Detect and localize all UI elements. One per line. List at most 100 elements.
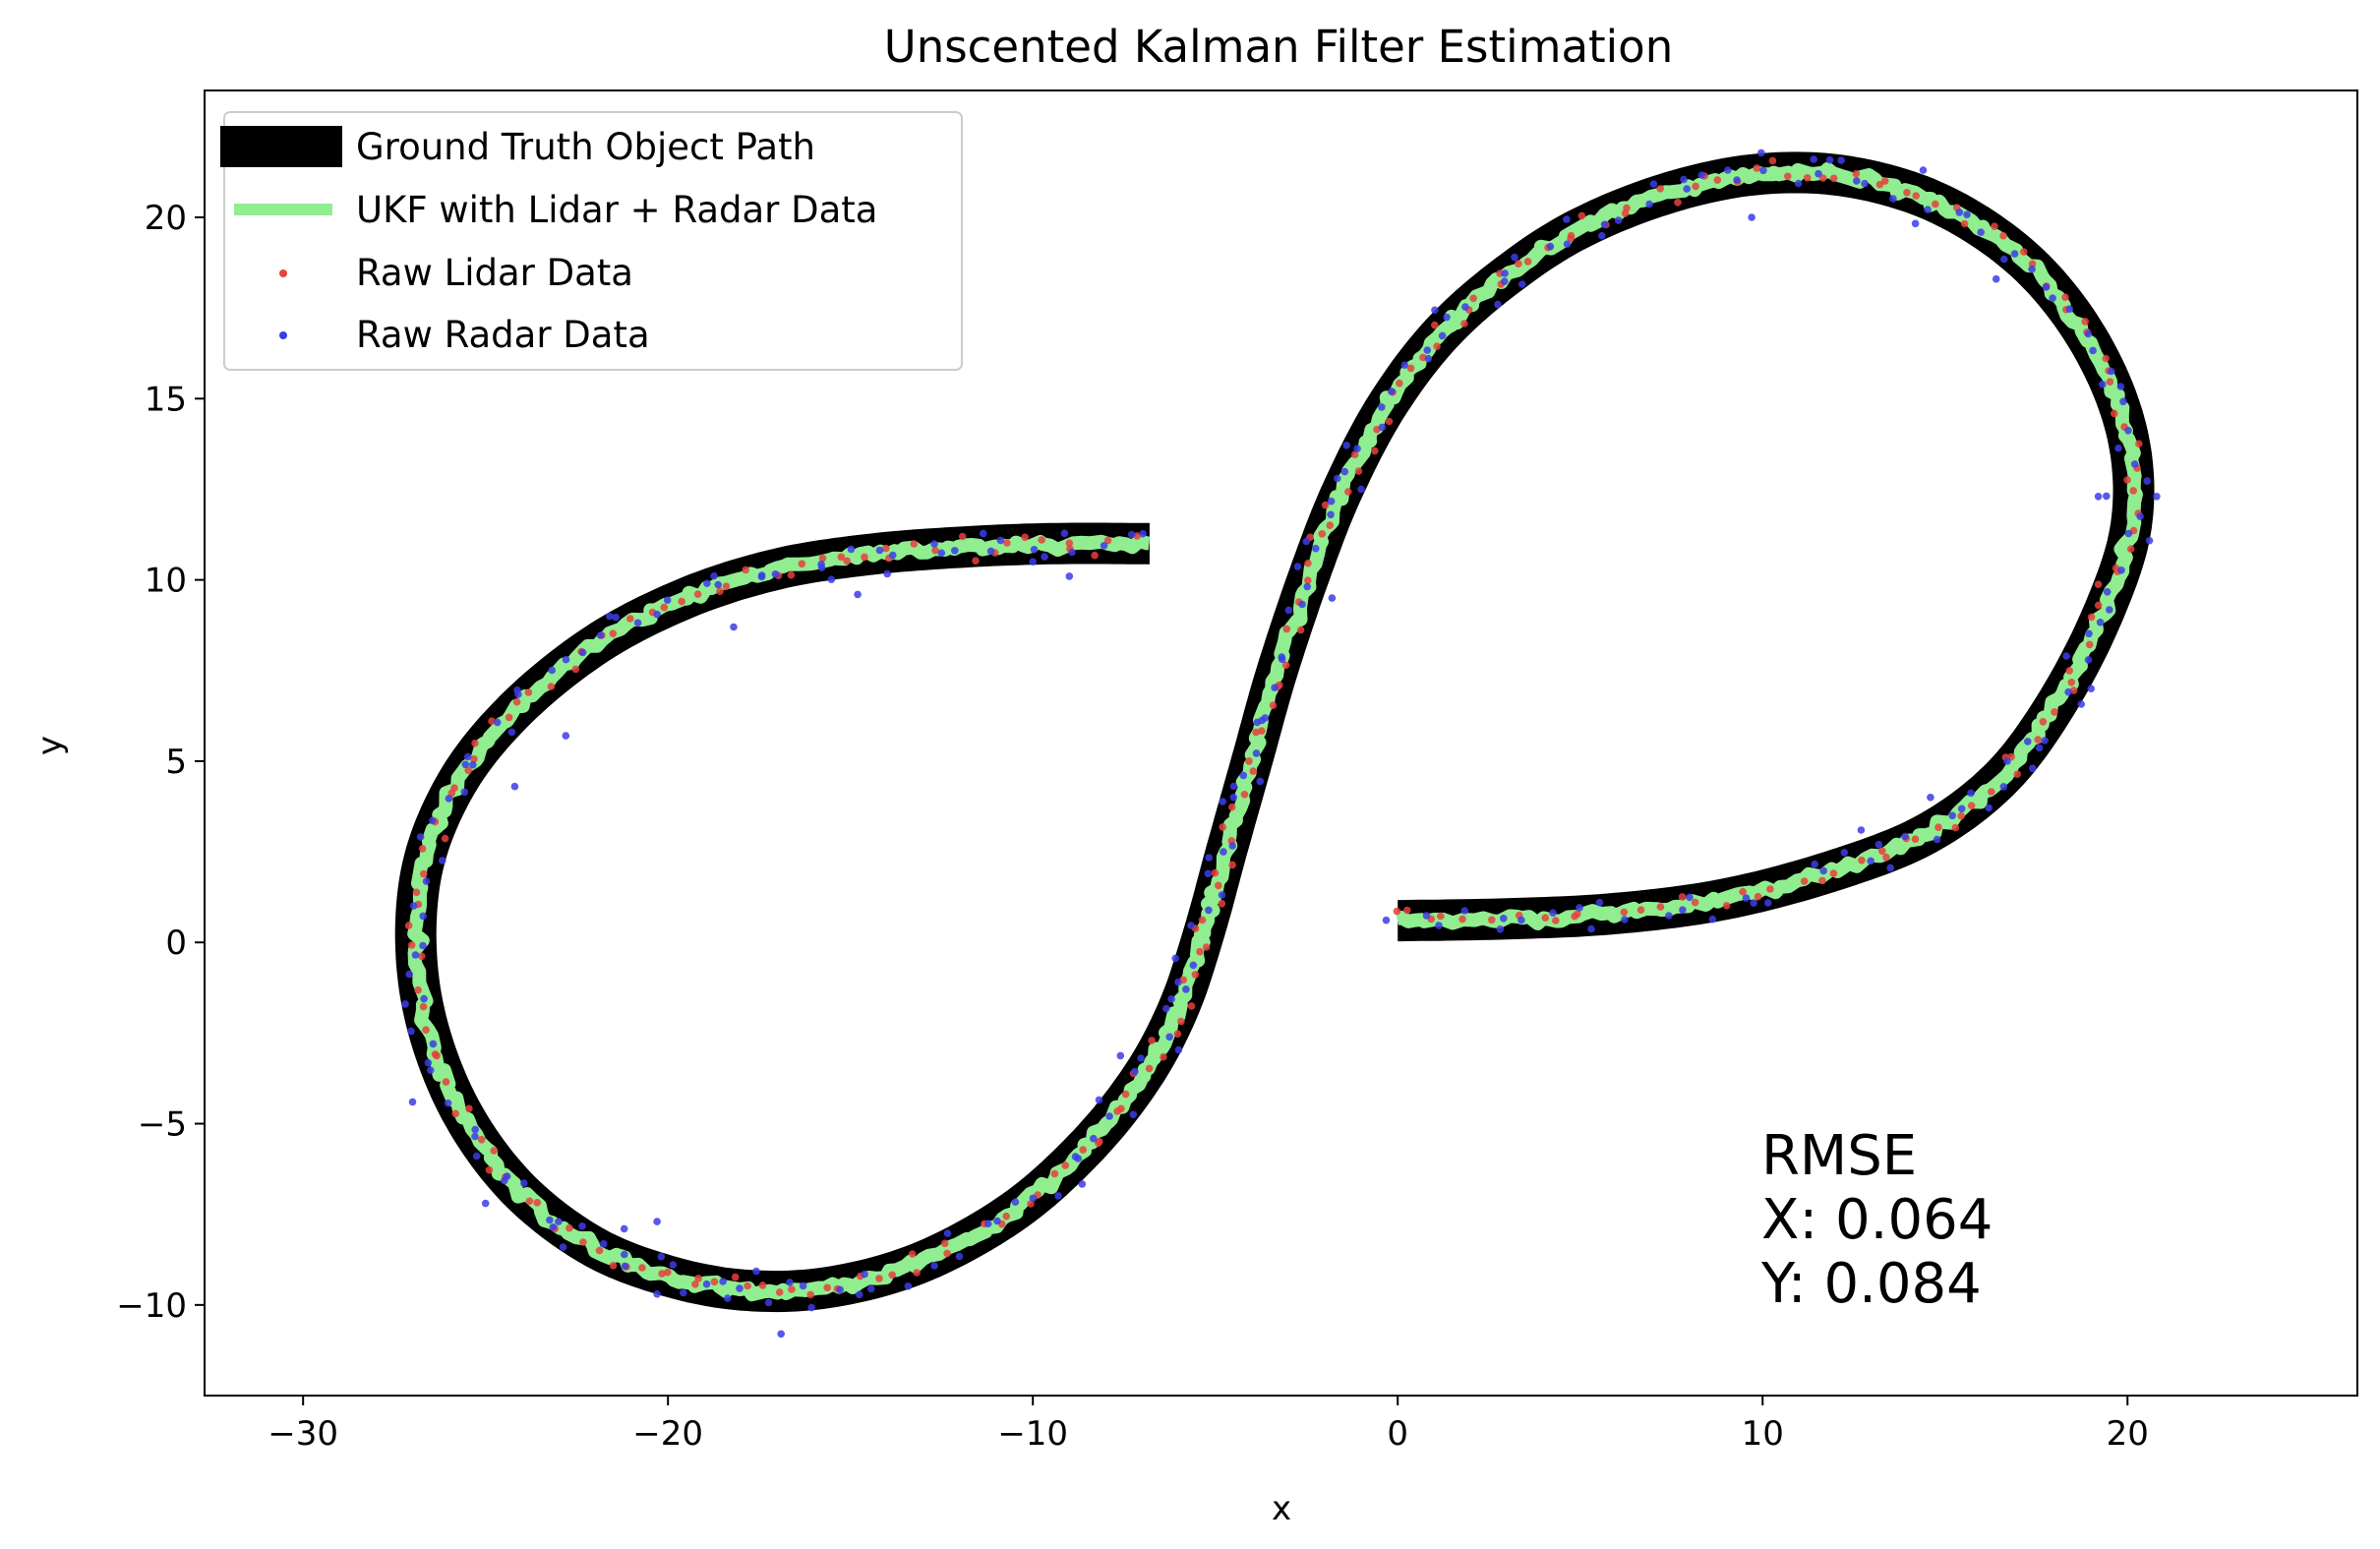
radar-point <box>1985 804 1993 812</box>
radar-point <box>724 1294 732 1302</box>
radar-point <box>937 549 946 558</box>
radar-point <box>1229 782 1238 791</box>
lidar-point <box>1191 971 1200 979</box>
radar-point <box>548 666 556 675</box>
radar-point <box>993 1217 1001 1225</box>
radar-point <box>861 1270 868 1279</box>
radar-point <box>419 941 427 950</box>
radar-point <box>416 833 425 841</box>
lidar-point <box>2123 476 2131 484</box>
lidar-point <box>431 1050 440 1058</box>
lidar-point <box>420 869 428 878</box>
radar-point <box>429 1040 438 1048</box>
lidar-point <box>1469 294 1477 303</box>
radar-point <box>1261 714 1270 722</box>
lidar-point <box>1396 379 1403 387</box>
lidar-point <box>451 1109 460 1118</box>
lidar-point <box>1803 174 1812 182</box>
lidar-points-series <box>404 156 2143 1299</box>
lidar-point <box>2106 378 2114 387</box>
radar-point <box>1174 1045 1183 1054</box>
radar-point <box>2003 757 2011 765</box>
radar-point <box>1911 219 1920 228</box>
radar-point <box>1665 912 1673 920</box>
lidar-point <box>658 1270 666 1278</box>
lidar-point <box>2028 260 2037 268</box>
lidar-point <box>1458 915 1466 923</box>
radar-point <box>1068 548 1076 557</box>
lidar-point <box>1739 887 1747 896</box>
lidar-point <box>1577 211 1586 220</box>
radar-point <box>799 1281 807 1290</box>
radar-point <box>1131 1067 1139 1076</box>
lidar-point <box>1957 811 1965 820</box>
lidar-point <box>1219 823 1226 831</box>
radar-point <box>2116 383 2125 390</box>
radar-point <box>1357 485 1365 494</box>
radar-point <box>1327 497 1336 506</box>
legend-label-ukf: UKF with Lidar + Radar Data <box>356 189 877 231</box>
lidar-point <box>442 1078 450 1086</box>
radar-point <box>2106 606 2113 614</box>
legend-marker-radar <box>279 331 287 339</box>
legend-label-ground-truth: Ground Truth Object Path <box>356 126 815 168</box>
radar-point <box>1353 445 1361 453</box>
lidar-point <box>1215 881 1222 890</box>
lidar-point <box>414 985 422 994</box>
radar-point <box>1127 530 1136 539</box>
radar-point <box>621 1250 628 1259</box>
lidar-point <box>1858 857 1866 864</box>
radar-point <box>507 728 516 737</box>
lidar-point <box>1002 1212 1010 1221</box>
radar-point <box>996 536 1005 545</box>
lidar-point <box>524 688 533 696</box>
radar-point <box>1378 423 1387 432</box>
lidar-point <box>1145 1064 1154 1073</box>
lidar-point <box>1282 625 1291 633</box>
lidar-point <box>1678 893 1687 901</box>
lidar-point <box>638 1264 646 1272</box>
radar-point <box>2084 329 2093 338</box>
lidar-point <box>972 557 980 565</box>
radar-point <box>1382 916 1391 924</box>
radar-point <box>1861 179 1869 188</box>
radar-point <box>1853 177 1861 185</box>
radar-point <box>1400 361 1409 370</box>
lidar-point <box>490 1147 499 1155</box>
x-tick-label: 0 <box>1387 1414 1408 1454</box>
radar-point <box>2024 738 2032 745</box>
lidar-point <box>788 1285 796 1293</box>
radar-point <box>1840 849 1849 857</box>
radar-point <box>1461 303 1469 311</box>
radar-point <box>1165 1033 1173 1042</box>
radar-point <box>1116 1051 1125 1060</box>
radar-point <box>867 1284 875 1293</box>
radar-point <box>1621 916 1629 923</box>
radar-point <box>1174 978 1182 986</box>
radar-point <box>1919 166 1928 174</box>
lidar-point <box>1177 1017 1185 1026</box>
radar-point <box>1041 553 1048 561</box>
radar-point <box>562 732 570 740</box>
lidar-point <box>1406 364 1415 373</box>
lidar-point <box>512 697 521 706</box>
radar-point <box>562 655 570 664</box>
lidar-point <box>1304 559 1312 567</box>
lidar-point <box>1999 231 2007 240</box>
radar-point <box>2094 493 2103 501</box>
lidar-point <box>818 554 827 563</box>
legend-label-lidar: Raw Lidar Data <box>356 252 633 294</box>
legend-label-radar: Raw Radar Data <box>356 314 650 356</box>
radar-point <box>1435 922 1443 929</box>
lidar-point <box>418 952 426 961</box>
radar-point <box>856 1290 863 1299</box>
lidar-point <box>1437 912 1445 921</box>
y-tick-label: 10 <box>145 562 187 601</box>
lidar-point <box>464 766 473 775</box>
radar-point <box>2065 305 2074 314</box>
lidar-point <box>931 546 939 555</box>
lidar-point <box>1326 521 1335 529</box>
radar-point <box>1054 1192 1062 1200</box>
lidar-point <box>1932 200 1939 209</box>
radar-point <box>1501 269 1509 277</box>
